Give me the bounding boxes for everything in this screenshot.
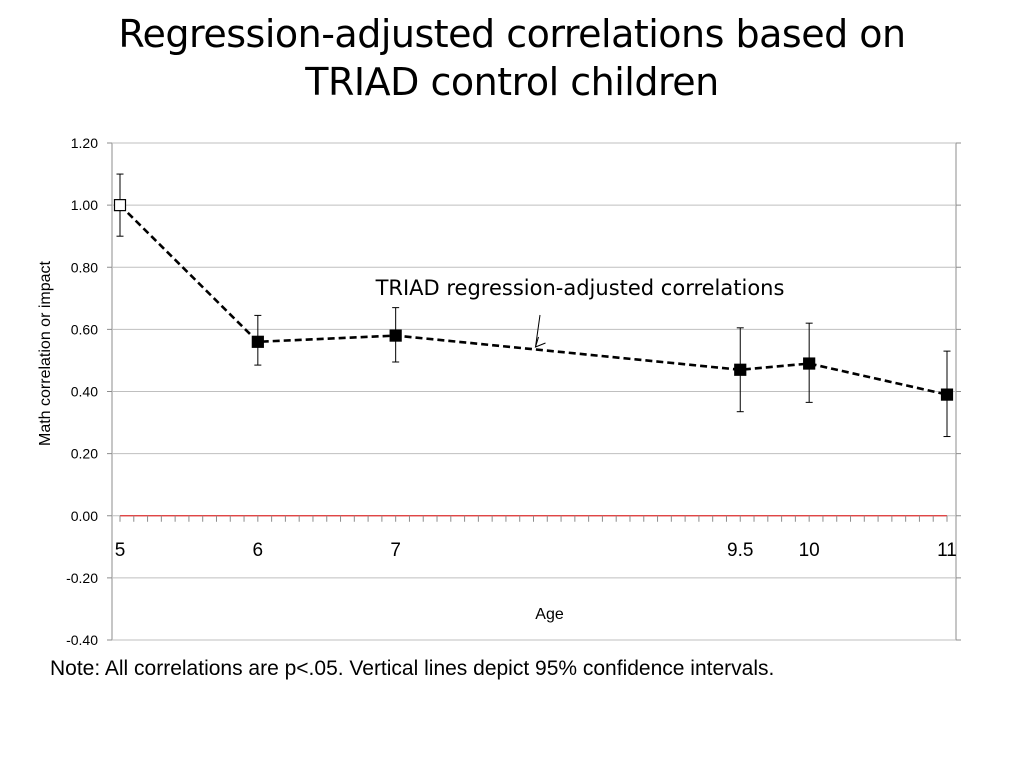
chart-note: Note: All correlations are p<.05. Vertic… [50, 657, 775, 680]
x-tick-label: 11 [937, 540, 957, 561]
x-tick-label: 10 [799, 540, 820, 561]
title-line-1: Regression-adjusted correlations based o… [118, 12, 906, 56]
y-tick-label: 0.40 [71, 384, 98, 400]
annotation-arrow [535, 314, 541, 348]
data-point [251, 335, 264, 348]
x-tick-label: 9.5 [727, 540, 753, 561]
data-point [734, 363, 747, 376]
data-point [389, 329, 402, 342]
series-line [119, 204, 948, 396]
title-line-2: TRIAD control children [305, 60, 719, 104]
y-axis-title: Math correlation or impact [37, 260, 54, 446]
y-tick-label: 0.80 [71, 259, 98, 275]
y-tick-label: -0.20 [66, 570, 98, 586]
x-tick-label: 7 [390, 540, 401, 561]
annotation-label: TRIAD regression-adjusted correlations [375, 276, 785, 300]
x-axis-title: Age [535, 606, 564, 623]
page-title: Regression-adjusted correlations based o… [0, 10, 1024, 106]
annotation-arrowhead [534, 336, 546, 348]
x-tick-label: 5 [115, 540, 126, 561]
y-tick-label: 1.20 [71, 135, 98, 151]
data-point [940, 388, 954, 401]
y-tick-label: 0.20 [71, 446, 98, 462]
data-point [803, 357, 816, 370]
y-tick-label: 0.60 [71, 321, 98, 337]
x-tick-label: 6 [253, 540, 264, 561]
y-tick-label: 1.00 [71, 197, 98, 213]
data-point-open [113, 199, 127, 212]
y-tick-label: 0.00 [71, 508, 98, 524]
y-tick-label: -0.40 [66, 632, 98, 648]
